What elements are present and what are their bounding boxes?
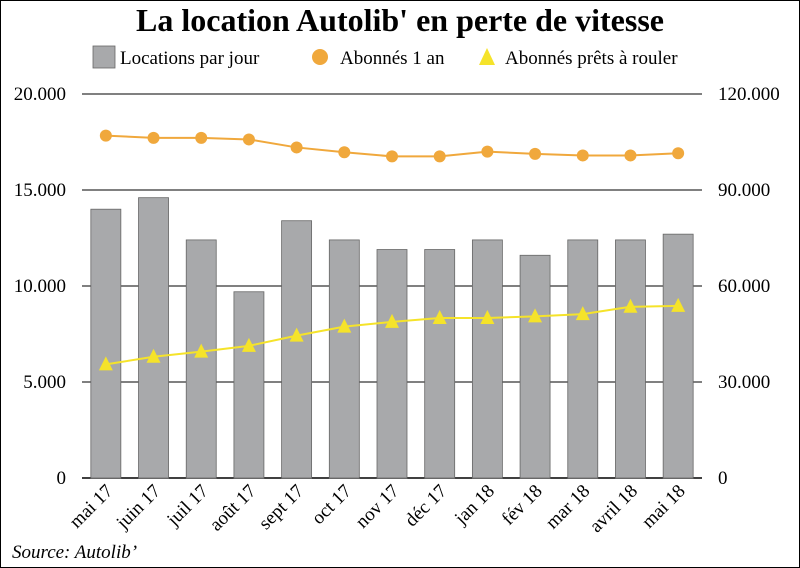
bar	[185, 239, 217, 479]
bar	[662, 233, 694, 479]
x-tick-label: mai 18	[638, 481, 690, 533]
x-tick-label: fév 18	[498, 481, 547, 530]
bar	[424, 249, 456, 479]
x-tick-label: juil 17	[162, 481, 212, 531]
y-left-tick-label: 15.000	[14, 180, 66, 201]
bar	[376, 249, 408, 479]
data-point-abonnes-1-an	[195, 131, 208, 144]
data-point-abonnes-prets	[337, 318, 352, 333]
y-right-tick-label: 60.000	[718, 276, 770, 297]
data-point-abonnes-1-an	[99, 129, 112, 142]
x-tick-label: oct 17	[308, 481, 356, 529]
y-right-tick-label: 0	[718, 468, 728, 489]
data-point-abonnes-1-an	[481, 145, 494, 158]
line-abonnes-prets	[98, 297, 686, 371]
y-left-tick-label: 5.000	[23, 372, 66, 393]
y-axis-left: 0 5.000 10.000 15.000 20.000	[14, 84, 66, 489]
y-axis-right: 0 30.000 60.000 90.000 120.000	[718, 84, 780, 489]
data-point-abonnes-1-an	[242, 133, 255, 146]
y-left-tick-label: 20.000	[14, 84, 66, 105]
bar	[567, 239, 599, 479]
legend-label-bars: Locations par jour	[120, 48, 260, 69]
x-tick-label: juin 17	[112, 481, 165, 534]
bar	[138, 197, 169, 479]
x-tick-label: avril 18	[586, 481, 642, 537]
data-point-abonnes-prets	[480, 310, 495, 324]
x-tick-label: jan 18	[450, 481, 499, 530]
data-point-abonnes-1-an	[529, 147, 542, 160]
data-point-abonnes-1-an	[624, 149, 637, 162]
bars-locations-par-jour	[90, 197, 694, 479]
legend: Locations par jour Abonnés 1 an Abonnés …	[92, 45, 678, 69]
data-point-abonnes-prets	[528, 308, 543, 323]
y-right-tick-label: 90.000	[718, 180, 770, 201]
data-point-abonnes-prets	[623, 298, 638, 313]
x-tick-label: août 17	[206, 481, 261, 536]
legend-swatch-bars	[92, 45, 116, 69]
bar	[328, 239, 360, 479]
bar	[233, 291, 265, 479]
data-point-abonnes-prets	[432, 310, 447, 324]
data-point-abonnes-prets	[671, 297, 686, 312]
data-point-abonnes-prets	[385, 313, 399, 328]
bar	[281, 220, 313, 479]
y-right-tick-label: 30.000	[718, 372, 770, 393]
data-point-abonnes-1-an	[433, 150, 446, 163]
x-tick-label: sept 17	[255, 481, 308, 534]
data-point-abonnes-1-an	[576, 149, 589, 162]
source-note: Source: Autolib’	[12, 542, 137, 563]
data-point-abonnes-prets	[146, 348, 161, 363]
data-point-abonnes-prets	[194, 343, 209, 358]
data-point-abonnes-prets	[98, 356, 113, 371]
x-tick-label: mar 18	[542, 481, 595, 534]
y-right-tick-label: 120.000	[718, 84, 780, 105]
data-point-abonnes-prets	[241, 337, 256, 352]
data-point-abonnes-1-an	[386, 150, 398, 163]
y-left-tick-label: 10.000	[14, 276, 66, 297]
x-tick-label: nov 17	[352, 481, 404, 533]
bar	[90, 208, 122, 479]
data-point-abonnes-prets	[289, 327, 304, 342]
y-left-tick-label: 0	[57, 468, 67, 489]
data-point-abonnes-1-an	[338, 146, 351, 159]
data-point-abonnes-1-an	[290, 141, 303, 154]
data-point-abonnes-prets	[575, 306, 590, 321]
legend-marker-abonnes-prets	[479, 48, 495, 65]
legend-label-abonnes-prets: Abonnés prêts à rouler	[505, 48, 678, 69]
line-abonnes-1-an	[99, 129, 685, 163]
legend-label-abonnes-1-an: Abonnés 1 an	[340, 48, 445, 69]
data-point-abonnes-1-an	[672, 147, 685, 160]
bar	[519, 254, 551, 479]
x-tick-label: déc 17	[401, 481, 451, 531]
bar	[615, 239, 646, 479]
x-tick-label: mai 17	[66, 481, 118, 533]
legend-marker-abonnes-1-an	[312, 49, 328, 65]
chart-title: La location Autolib' en perte de vitesse	[136, 2, 664, 38]
bar	[471, 239, 503, 479]
data-point-abonnes-1-an	[147, 131, 160, 144]
